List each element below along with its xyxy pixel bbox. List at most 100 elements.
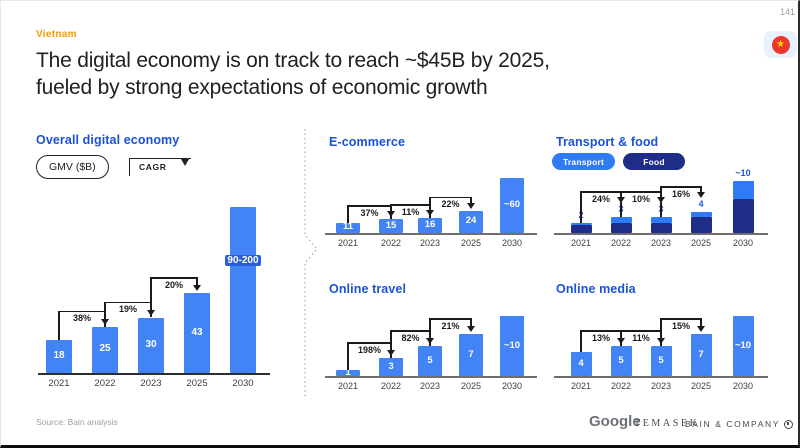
bar-value-label: 43 bbox=[191, 326, 203, 338]
bar-value-label: 15 bbox=[385, 219, 397, 231]
cagr-bracket-right bbox=[196, 277, 198, 286]
x-tick-label: 2030 bbox=[232, 378, 254, 389]
temasek-logo: TEMASEK bbox=[634, 418, 700, 429]
bain-emblem-icon bbox=[783, 419, 793, 429]
x-tick-label: 2021 bbox=[337, 238, 359, 248]
cagr-bracket-left bbox=[347, 205, 349, 223]
bar-value-label: 90-200 bbox=[225, 254, 261, 266]
x-tick-label: 2023 bbox=[650, 381, 672, 391]
bar-2025 bbox=[459, 334, 483, 376]
x-tick-label: 2025 bbox=[186, 378, 208, 389]
bar-2023 bbox=[138, 317, 164, 373]
cagr-bracket-left bbox=[390, 204, 392, 220]
x-axis bbox=[554, 376, 768, 378]
cagr-bracket-left bbox=[150, 277, 152, 318]
bar-value-label: 5 bbox=[658, 354, 664, 366]
page-title-line2: fueled by strong expectations of economi… bbox=[36, 76, 488, 99]
cagr-percent-label: 21% bbox=[441, 320, 460, 331]
cagr-bracket-top bbox=[348, 205, 391, 207]
x-axis bbox=[325, 233, 537, 235]
bar-2030 bbox=[732, 316, 754, 376]
bar-value-label: 7 bbox=[468, 348, 474, 360]
chart-ecommerce: 11 2021 15 2022 16 2023 24 2025 ~60 2030 37% 11% 22% bbox=[325, 171, 537, 252]
cagr-percent-label: 38% bbox=[72, 313, 91, 324]
bar-2025 bbox=[459, 210, 483, 233]
x-axis bbox=[325, 376, 537, 378]
x-tick-label: 2023 bbox=[419, 238, 441, 248]
cagr-percent-label: 19% bbox=[118, 304, 137, 314]
bar-value-label: ~10 bbox=[734, 339, 752, 351]
bar-value-label: 18 bbox=[53, 349, 65, 361]
cagr-bracket-left bbox=[347, 342, 349, 370]
page-title-line1: The digital economy is on track to reach… bbox=[36, 49, 550, 72]
bain-company-logo: BAIN & COMPANY bbox=[685, 419, 793, 429]
cagr-arrowhead-icon bbox=[697, 192, 705, 199]
x-tick-label: 2030 bbox=[732, 381, 754, 391]
bar-2023 bbox=[418, 346, 442, 376]
country-tag: Vietnam bbox=[36, 29, 77, 40]
flag-star-icon: ★ bbox=[776, 38, 785, 50]
x-axis bbox=[554, 233, 768, 235]
x-tick-label: 2023 bbox=[650, 238, 672, 248]
legend-pill-food: Food bbox=[623, 153, 685, 170]
bar-segment-food-2030 bbox=[732, 199, 754, 233]
bar-2030 bbox=[500, 177, 524, 233]
cagr-percent-label: 37% bbox=[360, 207, 379, 218]
cagr-arrowhead-icon bbox=[467, 326, 475, 332]
bar-value-label: 7 bbox=[698, 348, 704, 360]
bar-value-label: 11 bbox=[342, 221, 354, 233]
bar-value-label: 4 bbox=[578, 357, 584, 369]
cagr-legend: CAGR bbox=[129, 158, 191, 176]
cagr-bracket-left bbox=[580, 191, 582, 223]
x-tick-label: 2023 bbox=[140, 378, 162, 389]
cagr-bracket-top bbox=[621, 191, 661, 193]
x-tick-label: 2022 bbox=[94, 378, 116, 389]
section-title-transport-food: Transport & food bbox=[556, 135, 659, 149]
cagr-bracket-top bbox=[105, 301, 151, 303]
bar-segment-food-2025 bbox=[690, 217, 712, 233]
gmv-unit-badge: GMV ($B) bbox=[36, 155, 109, 179]
bar-value-label: 16 bbox=[424, 219, 436, 231]
cagr-bracket-top bbox=[430, 318, 471, 320]
cagr-bracket-top bbox=[581, 330, 621, 332]
bar-value-label: 25 bbox=[99, 343, 111, 355]
cagr-arrow-down-icon bbox=[181, 159, 189, 166]
bar-2025 bbox=[690, 334, 712, 376]
source-note: Source: Bain analysis bbox=[36, 417, 118, 427]
cagr-percent-label: 10% bbox=[631, 193, 650, 204]
cagr-legend-label: CAGR bbox=[139, 162, 167, 172]
bar-value-label: 24 bbox=[465, 215, 477, 227]
x-tick-label: 2021 bbox=[570, 238, 592, 248]
cagr-percent-label: 24% bbox=[591, 193, 610, 204]
cagr-bracket-top bbox=[391, 204, 430, 206]
page-title: The digital economy is on track to reach… bbox=[36, 47, 550, 101]
cagr-percent-label: 11% bbox=[401, 206, 420, 217]
page-number: 141 bbox=[779, 7, 795, 17]
cagr-bracket-top bbox=[430, 196, 471, 199]
x-tick-label: 2022 bbox=[610, 381, 632, 391]
chart-overall-digital-economy: 18 2021 25 2022 30 2023 43 2025 90-200 2030 38% 19%… bbox=[38, 196, 270, 392]
cagr-bracket-left bbox=[580, 330, 582, 352]
bar-value-label: ~10 bbox=[735, 168, 751, 178]
bar-segment-food-2023 bbox=[650, 222, 672, 233]
x-tick-label: 2025 bbox=[460, 238, 482, 248]
section-title-online-travel: Online travel bbox=[329, 282, 407, 296]
bar-2023 bbox=[650, 346, 672, 376]
bar-value-label: 5 bbox=[427, 354, 433, 366]
x-tick-label: 2025 bbox=[690, 238, 712, 248]
bar-2022 bbox=[379, 358, 403, 376]
x-tick-label: 2025 bbox=[690, 381, 712, 391]
bar-2025 bbox=[184, 293, 210, 373]
bar-segment-transport-2021 bbox=[570, 222, 592, 226]
x-axis bbox=[38, 373, 270, 375]
bar-2023 bbox=[418, 218, 442, 233]
section-title-online-media: Online media bbox=[556, 282, 636, 296]
bar-2021 bbox=[336, 370, 360, 376]
x-tick-label: 2021 bbox=[337, 381, 359, 391]
bar-2021 bbox=[336, 222, 360, 233]
flag-circle: ★ bbox=[771, 35, 790, 54]
bar-segment-food-2021 bbox=[570, 225, 592, 233]
cagr-bracket-top bbox=[661, 186, 701, 188]
bain-company-label: BAIN & COMPANY bbox=[685, 419, 780, 429]
